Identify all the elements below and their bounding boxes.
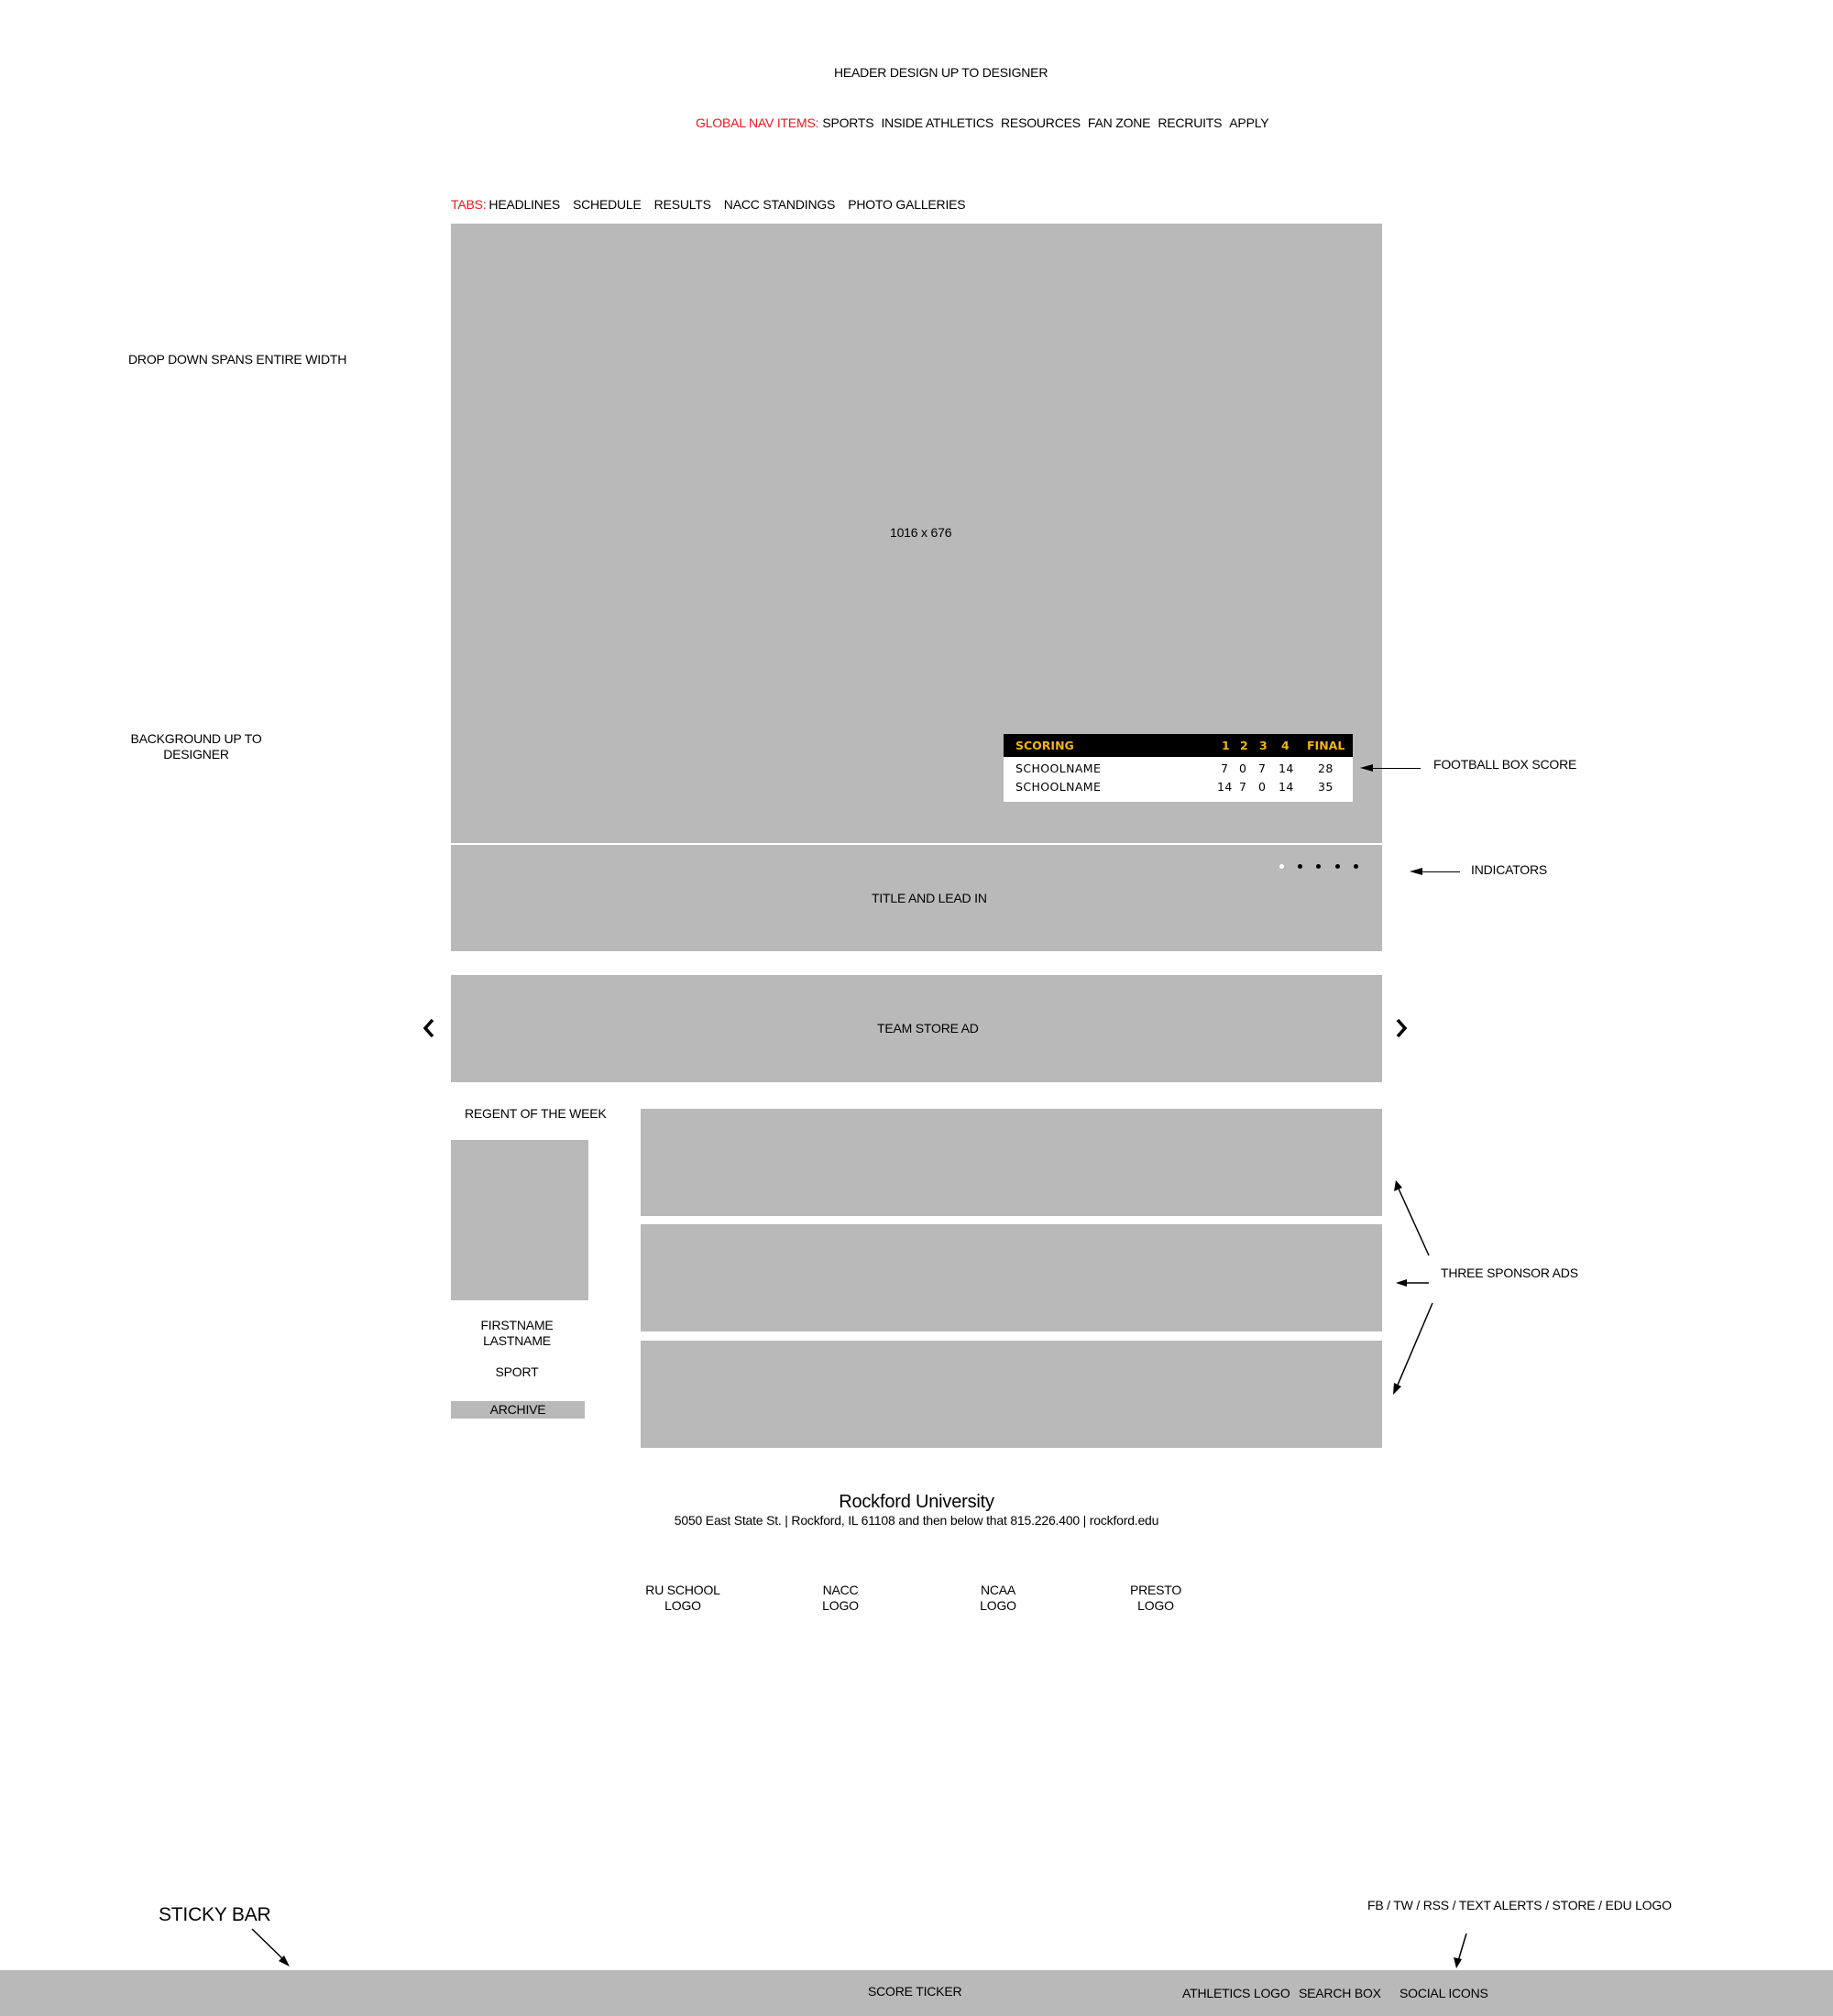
scoreboard-header: SCORING 1 2 3 4 FINAL	[1004, 734, 1353, 757]
box-score-arrowhead-icon	[1360, 764, 1373, 772]
indicators-arrowhead-icon	[1410, 868, 1422, 875]
box-score-arrow-line	[1366, 768, 1421, 769]
score-final: 35	[1318, 780, 1334, 794]
footer-logo-line2: LOGO	[822, 1598, 859, 1613]
hero-caption: TITLE AND LEAD IN	[451, 845, 1382, 951]
tab-nacc-standings[interactable]: NACC STANDINGS	[723, 197, 836, 212]
football-box-score: SCORING 1 2 3 4 FINAL SCHOOLNAME 7 0 7 1…	[1004, 734, 1353, 802]
regent-sport: SPORT	[495, 1364, 539, 1379]
indicator-dot[interactable]	[1316, 864, 1321, 869]
regent-name: FIRSTNAME LASTNAME	[451, 1318, 583, 1349]
nav-item-recruits[interactable]: RECRUITS	[1158, 115, 1223, 130]
background-note: BACKGROUND UP TO DESIGNER	[123, 731, 269, 762]
score-q2: 0	[1239, 761, 1247, 775]
content-tabs: TABS: HEADLINES SCHEDULE RESULTS NACC STANDI…	[451, 197, 978, 213]
regent-lastname: LASTNAME	[483, 1333, 551, 1348]
search-box[interactable]: SEARCH BOX	[1299, 1986, 1381, 2000]
score-team-name: SCHOOLNAME	[1015, 761, 1102, 775]
three-sponsor-ads-note: THREE SPONSOR ADS	[1441, 1265, 1578, 1280]
dropdown-note: DROP DOWN SPANS ENTIRE WIDTH	[128, 352, 347, 367]
scoreboard-header-q2: 2	[1240, 739, 1248, 752]
football-box-score-note: FOOTBALL BOX SCORE	[1433, 757, 1577, 772]
team-store-ad-label: TEAM STORE AD	[877, 1021, 979, 1035]
footer-logo-line1: RU SCHOOL	[645, 1583, 720, 1597]
scoreboard-row: SCHOOLNAME 7 0 7 14 28	[1004, 760, 1353, 778]
global-nav: GLOBAL NAV ITEMS: SPORTS INSIDE ATHLETICS R…	[696, 115, 1276, 131]
social-icons[interactable]: SOCIAL ICONS	[1399, 1986, 1488, 2000]
footer-logo-presto[interactable]: PRESTO LOGO	[1101, 1583, 1211, 1614]
chevron-right-icon[interactable]	[1394, 1018, 1409, 1038]
social-list-note: FB / TW / RSS / TEXT ALERTS / STORE / ED…	[1367, 1898, 1672, 1912]
scoreboard-header-q4: 4	[1281, 739, 1290, 752]
background-note-line2: DESIGNER	[163, 747, 229, 761]
background-note-line1: BACKGROUND UP TO	[130, 731, 262, 746]
hero-title-lead: TITLE AND LEAD IN	[872, 891, 987, 905]
score-team-name: SCHOOLNAME	[1015, 780, 1102, 794]
indicators-arrow-line	[1416, 871, 1460, 872]
score-q2: 7	[1239, 780, 1247, 794]
tab-schedule[interactable]: SCHEDULE	[572, 197, 642, 212]
scoreboard-header-scoring: SCORING	[1015, 739, 1074, 752]
sticky-bar-note: STICKY BAR	[159, 1904, 271, 1925]
tab-headlines[interactable]: HEADLINES	[488, 197, 560, 212]
indicator-dot[interactable]	[1335, 864, 1340, 869]
sticky-bar: SCORE TICKER ATHLETICS LOGO SEARCH BOX S…	[0, 1970, 1833, 2016]
nav-item-sports[interactable]: SPORTS	[822, 115, 874, 130]
tab-results[interactable]: RESULTS	[653, 197, 711, 212]
regent-firstname: FIRSTNAME	[480, 1318, 554, 1332]
sponsor-ad-3[interactable]	[641, 1341, 1382, 1448]
indicators-note: INDICATORS	[1471, 862, 1548, 877]
scoreboard-header-q3: 3	[1259, 739, 1268, 752]
sponsor-ad-1[interactable]	[641, 1109, 1382, 1216]
scoreboard-header-final: FINAL	[1307, 739, 1345, 752]
archive-label: ARCHIVE	[489, 1402, 546, 1417]
social-arrow-icon	[1454, 1933, 1467, 1968]
archive-button[interactable]: ARCHIVE	[451, 1401, 585, 1419]
footer-logo-ru[interactable]: RU SCHOOL LOGO	[628, 1583, 738, 1614]
score-q3: 7	[1258, 761, 1267, 775]
scoreboard-header-q1: 1	[1222, 739, 1230, 752]
global-nav-label: GLOBAL NAV ITEMS:	[696, 115, 819, 130]
header-note: HEADER DESIGN UP TO DESIGNER	[834, 65, 1048, 80]
chevron-left-icon[interactable]	[422, 1018, 436, 1038]
footer-logo-ncaa[interactable]: NCAA LOGO	[943, 1583, 1053, 1614]
nav-item-inside-athletics[interactable]: INSIDE ATHLETICS	[881, 115, 994, 130]
score-ticker[interactable]: SCORE TICKER	[868, 1984, 962, 1999]
score-q1: 14	[1217, 780, 1233, 794]
score-q3: 0	[1258, 780, 1267, 794]
footer-logo-line1: NACC	[822, 1583, 859, 1597]
regent-title: REGENT OF THE WEEK	[465, 1106, 607, 1121]
nav-item-fan-zone[interactable]: FAN ZONE	[1087, 115, 1151, 130]
score-q4: 14	[1279, 780, 1294, 794]
hero-size-label: 1016 x 676	[890, 525, 952, 540]
footer-logo-line1: NCAA	[980, 1583, 1016, 1597]
score-q4: 14	[1279, 761, 1294, 775]
sticky-bar-arrow-icon	[251, 1928, 290, 1967]
footer-logo-line1: PRESTO	[1129, 1583, 1182, 1597]
sponsor-arrows-icon	[1393, 1180, 1433, 1395]
score-q1: 7	[1221, 761, 1229, 775]
nav-item-apply[interactable]: APPLY	[1229, 115, 1269, 130]
footer-address: 5050 East State St. | Rockford, IL 61108…	[674, 1513, 1159, 1528]
indicator-dot[interactable]	[1354, 864, 1358, 869]
footer-logo-line2: LOGO	[1137, 1598, 1174, 1613]
footer-logo-nacc[interactable]: NACC LOGO	[785, 1583, 895, 1614]
score-final: 28	[1318, 761, 1334, 775]
regent-photo[interactable]	[451, 1140, 588, 1300]
footer-logo-line2: LOGO	[980, 1598, 1016, 1613]
tabs-label: TABS:	[451, 197, 487, 212]
indicator-dot[interactable]	[1298, 864, 1302, 869]
footer-university-name: Rockford University	[839, 1492, 994, 1512]
tab-photo-galleries[interactable]: PHOTO GALLERIES	[848, 197, 966, 212]
footer-logo-line2: LOGO	[664, 1598, 701, 1613]
team-store-ad[interactable]: TEAM STORE AD	[451, 975, 1382, 1082]
indicator-dot[interactable]	[1279, 864, 1284, 869]
sponsor-ad-2[interactable]	[641, 1224, 1382, 1331]
athletics-logo[interactable]: ATHLETICS LOGO	[1182, 1986, 1290, 2000]
nav-item-resources[interactable]: RESOURCES	[1001, 115, 1081, 130]
scoreboard-row: SCHOOLNAME 14 7 0 14 35	[1004, 778, 1353, 796]
